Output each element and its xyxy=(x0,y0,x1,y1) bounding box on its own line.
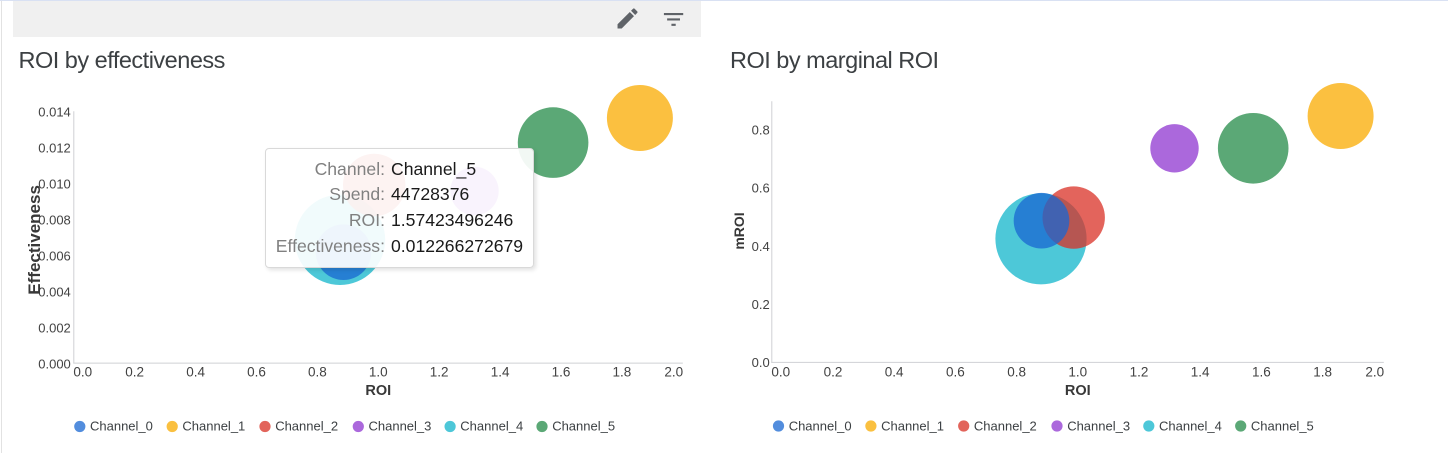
svg-text:0.8: 0.8 xyxy=(1007,365,1026,380)
svg-text:mROI: mROI xyxy=(731,212,747,249)
svg-text:Channel_2: Channel_2 xyxy=(974,418,1037,433)
svg-text:Channel_0: Channel_0 xyxy=(789,418,852,433)
svg-text:0.2: 0.2 xyxy=(752,297,770,312)
svg-text:0.0: 0.0 xyxy=(73,365,92,380)
svg-text:Channel_3: Channel_3 xyxy=(1067,418,1130,433)
svg-text:0.6: 0.6 xyxy=(247,365,266,380)
svg-text:0.014: 0.014 xyxy=(38,104,71,119)
svg-text:2.0: 2.0 xyxy=(1365,365,1384,380)
svg-text:Channel_5: Channel_5 xyxy=(1251,418,1314,433)
svg-text:1.8: 1.8 xyxy=(613,365,632,380)
svg-text:1.4: 1.4 xyxy=(1191,365,1210,380)
svg-text:ROI: ROI xyxy=(365,383,391,399)
svg-text:0.0: 0.0 xyxy=(752,355,770,370)
svg-text:0.8: 0.8 xyxy=(308,365,327,380)
svg-text:1.4: 1.4 xyxy=(491,365,510,380)
svg-text:Channel_4: Channel_4 xyxy=(460,418,523,433)
svg-text:0.002: 0.002 xyxy=(38,320,71,335)
svg-text:Channel_1: Channel_1 xyxy=(182,418,245,433)
svg-text:1.2: 1.2 xyxy=(430,365,449,380)
svg-text:0.006: 0.006 xyxy=(38,248,71,263)
svg-text:0.8: 0.8 xyxy=(752,122,770,137)
svg-text:1.2: 1.2 xyxy=(1130,365,1149,380)
svg-text:0.2: 0.2 xyxy=(824,365,843,380)
svg-text:0.4: 0.4 xyxy=(186,365,205,380)
svg-text:1.0: 1.0 xyxy=(369,365,388,380)
svg-text:1.6: 1.6 xyxy=(552,365,571,380)
svg-text:Channel_0: Channel_0 xyxy=(90,418,153,433)
svg-text:0.008: 0.008 xyxy=(38,212,71,227)
svg-text:Channel_1: Channel_1 xyxy=(881,418,944,433)
svg-text:1.8: 1.8 xyxy=(1313,365,1332,380)
svg-text:ROI: ROI xyxy=(1065,383,1091,399)
svg-text:0.4: 0.4 xyxy=(752,239,770,254)
svg-text:0.004: 0.004 xyxy=(38,284,71,299)
svg-text:0.6: 0.6 xyxy=(946,365,965,380)
svg-text:1.6: 1.6 xyxy=(1252,365,1271,380)
svg-text:1.0: 1.0 xyxy=(1068,365,1087,380)
svg-text:0.6: 0.6 xyxy=(752,181,770,196)
svg-text:Channel_5: Channel_5 xyxy=(552,418,615,433)
svg-text:0.4: 0.4 xyxy=(885,365,904,380)
svg-text:Effectiveness: Effectiveness xyxy=(25,185,44,295)
svg-text:0.2: 0.2 xyxy=(125,365,144,380)
svg-text:2.0: 2.0 xyxy=(664,365,683,380)
svg-text:Channel_4: Channel_4 xyxy=(1159,418,1222,433)
svg-text:0.010: 0.010 xyxy=(38,176,71,191)
svg-text:0.0: 0.0 xyxy=(771,365,790,380)
svg-text:0.000: 0.000 xyxy=(38,356,71,371)
svg-text:Channel_2: Channel_2 xyxy=(275,418,338,433)
svg-text:Channel_3: Channel_3 xyxy=(369,418,432,433)
svg-text:0.012: 0.012 xyxy=(38,140,71,155)
